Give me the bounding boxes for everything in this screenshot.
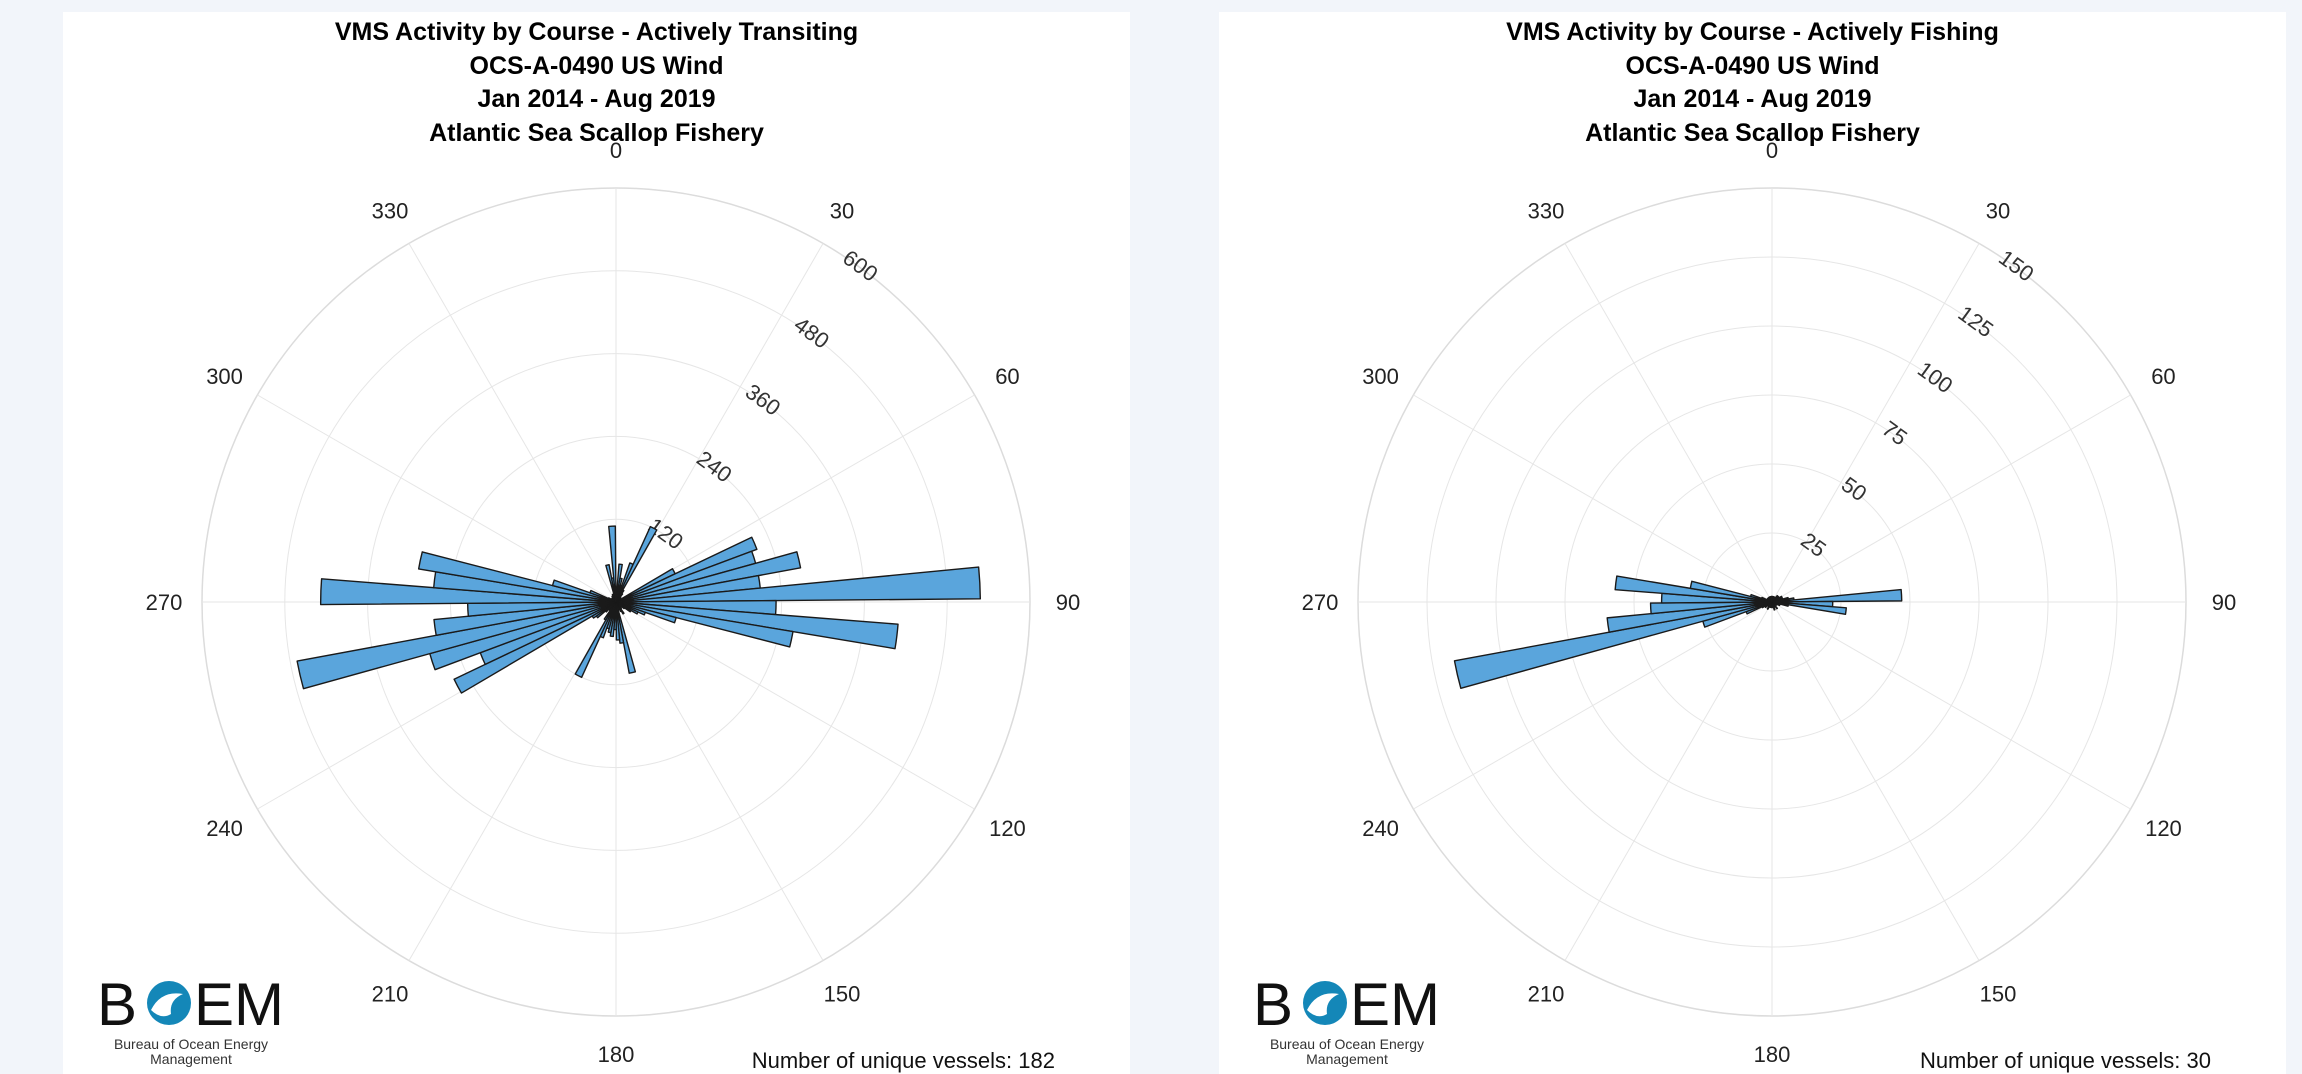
angle-tick-label: 330 — [1528, 199, 1565, 224]
grid-spoke — [1771, 601, 1980, 961]
vessel-count-transiting: Number of unique vessels: 182 — [751, 1048, 1055, 1073]
angle-tick-label: 0 — [1766, 138, 1778, 163]
polar-bar — [615, 536, 758, 603]
polar-bar — [615, 601, 625, 644]
polar-bar — [1606, 601, 1773, 633]
polar-grid — [1357, 187, 2187, 1017]
angle-tick-label: 0 — [610, 138, 622, 163]
bar-series — [1453, 575, 1903, 689]
polar-bar — [615, 525, 658, 603]
angle-tick-label: 210 — [372, 981, 409, 1006]
chart-title-fishing: VMS Activity by Course - Actively Fishin… — [1219, 16, 2286, 150]
grid-spoke — [615, 601, 975, 810]
title-line-2: OCS-A-0490 US Wind — [1625, 51, 1880, 80]
angle-tick-label: 240 — [1362, 816, 1399, 841]
grid-spoke — [1771, 601, 2131, 810]
angle-tick-label: 180 — [598, 1042, 635, 1067]
angle-tick-label: 300 — [1362, 364, 1399, 389]
angle-tick-label: 120 — [2145, 816, 2182, 841]
logo-line-2: Management — [150, 1051, 232, 1067]
angle-tick-label: 150 — [1980, 981, 2017, 1006]
angle-tick-label: 60 — [995, 364, 1019, 389]
title-line-3: Jan 2014 - Aug 2019 — [477, 85, 716, 113]
grid-spoke — [1413, 394, 1773, 603]
angle-tick-label: 240 — [206, 816, 243, 841]
grid-spoke — [615, 601, 824, 961]
chart-panel-transiting: 0 30 60 90 120 150 180 210 240 270 300 330 120 240 360… — [63, 12, 1130, 1074]
title-line-2: OCS-A-0490 US Wind — [469, 51, 724, 80]
logo-line-1: Bureau of Ocean Energy — [114, 1036, 268, 1052]
angle-tick-label: 300 — [206, 364, 243, 389]
logo-wave-icon — [147, 981, 191, 1025]
polar-chart-transiting: 0306090120150180210240270300330120240360… — [146, 138, 1081, 1067]
title-line-3: Jan 2014 - Aug 2019 — [1633, 85, 1872, 113]
angle-tick-label: 180 — [1754, 1042, 1791, 1067]
polar-bar — [1453, 601, 1773, 689]
polar-bar — [605, 563, 617, 603]
chart-title-transiting: VMS Activity by Course - Actively Transi… — [63, 16, 1130, 150]
vessel-count-fishing: Number of unique vessels: 30 — [1919, 1048, 2211, 1073]
grid-spoke — [1413, 601, 1773, 810]
logo-b: B — [1253, 971, 1293, 1038]
angle-tick-label: 330 — [372, 199, 409, 224]
polar-chart-fishing: 0306090120150180210240270300330255075100… — [1302, 138, 2237, 1067]
polar-bar — [608, 525, 617, 603]
logo-line-2: Management — [1306, 1051, 1388, 1067]
polar-bar — [1649, 601, 1773, 615]
angle-tick-label: 150 — [824, 981, 861, 1006]
grid-spoke — [615, 394, 975, 603]
grid-spoke — [257, 394, 617, 603]
bar-series — [296, 525, 982, 694]
boem-logo: B EM Bureau of Ocean Energy Management — [91, 970, 291, 1070]
polar-bar — [615, 601, 637, 674]
angle-tick-label: 210 — [1528, 981, 1565, 1006]
angle-tick-label: 270 — [146, 590, 183, 615]
grid-spoke — [1564, 601, 1773, 961]
polar-bar — [296, 601, 617, 690]
polar-bar — [615, 551, 802, 603]
polar-bar — [319, 578, 617, 606]
title-line-1: VMS Activity by Course - Actively Transi… — [334, 18, 859, 46]
grid-spoke — [1771, 243, 1980, 603]
angle-tick-label: 30 — [830, 199, 854, 224]
polar-bar — [1770, 595, 1773, 603]
chart-panel-fishing: 0 30 60 90 120 150 180 210 240 270 300 330 25 50 75 100… — [1219, 12, 2286, 1074]
logo-line-1: Bureau of Ocean Energy — [1270, 1036, 1424, 1052]
polar-bar — [615, 566, 982, 603]
grid-spoke — [408, 243, 617, 603]
boem-logo: B EM Bureau of Ocean Energy Management — [1247, 970, 1447, 1070]
polar-bar — [1771, 601, 1847, 615]
polar-bar — [615, 601, 621, 641]
polar-bar — [433, 601, 617, 637]
grid-spoke — [1771, 394, 2131, 603]
angle-tick-label: 270 — [1302, 590, 1339, 615]
logo-b: B — [97, 971, 137, 1038]
title-line-4: Atlantic Sea Scallop Fishery — [1585, 118, 1920, 147]
radial-tick-label: 25 — [1796, 528, 1831, 563]
title-line-4: Atlantic Sea Scallop Fishery — [429, 118, 764, 147]
polar-bar — [453, 601, 617, 694]
polar-bar — [574, 601, 617, 679]
title-line-1: VMS Activity by Course - Actively Fishin… — [1506, 18, 1999, 46]
logo-em: EM — [1350, 971, 1440, 1038]
angle-tick-label: 120 — [989, 816, 1026, 841]
logo-wave-icon — [1303, 981, 1347, 1025]
logo-em: EM — [194, 971, 284, 1038]
angle-tick-label: 30 — [1986, 199, 2010, 224]
grid-spoke — [1564, 243, 1773, 603]
angle-tick-label: 60 — [2151, 364, 2175, 389]
angle-tick-label: 90 — [1056, 590, 1080, 615]
angle-tick-label: 90 — [2212, 590, 2236, 615]
polar-bar — [1771, 588, 1903, 603]
